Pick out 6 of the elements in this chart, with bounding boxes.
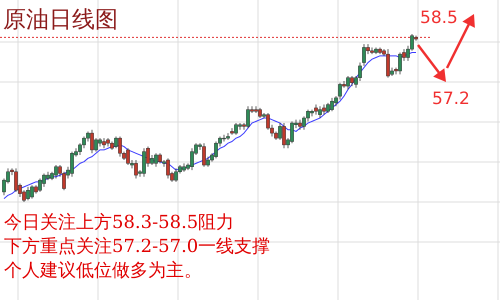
text: 57.2	[432, 89, 470, 109]
text: 58.5	[420, 8, 458, 28]
chart-title: 原油日线图	[3, 7, 118, 33]
text: 今日关注上方58.3-58.5阻力	[4, 212, 234, 233]
text: 下方重点关注57.2-57.0一线支撑	[4, 236, 270, 257]
text: 个人建议低位做多为主。	[4, 260, 202, 281]
